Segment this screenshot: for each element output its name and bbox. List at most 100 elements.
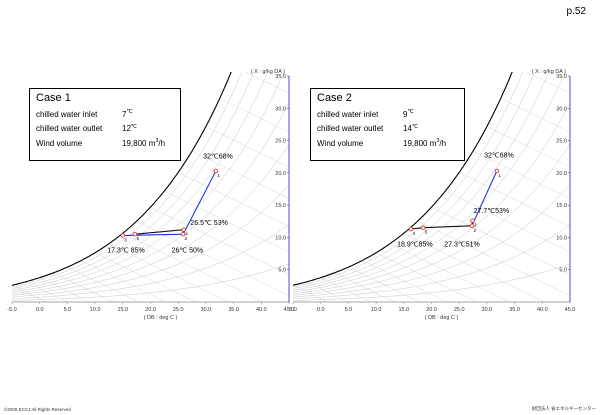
c1-rh-curve-90 bbox=[12, 72, 243, 288]
c1-x-tick-label-8: 35.0 bbox=[228, 307, 239, 313]
c2-state-point-4 bbox=[408, 226, 414, 232]
case-1-outlet-unit: ℃ bbox=[130, 123, 138, 130]
c1-wet-bulb-line-5 bbox=[81, 260, 167, 302]
case-1-row-outlet: chilled water outlet 12℃ bbox=[36, 121, 174, 136]
c1-saturation-curve bbox=[12, 72, 232, 286]
c1-wet-bulb-line-11 bbox=[164, 190, 289, 253]
c2-wet-bulb-line-3 bbox=[334, 272, 395, 302]
case-2-outlet-unit: ℃ bbox=[411, 123, 419, 130]
c2-annotation-2: 18.9℃85% bbox=[397, 241, 433, 248]
c2-state-point-label-3: 3 bbox=[474, 223, 477, 228]
c2-rh-curve-10 bbox=[293, 263, 570, 301]
c1-annotation-1: 26.5℃ 53% bbox=[190, 220, 227, 227]
c2-state-point-label-1: 1 bbox=[498, 173, 501, 178]
c1-wet-bulb-line-10 bbox=[150, 206, 289, 276]
c2-x-tick-label-2: 5.0 bbox=[345, 307, 353, 313]
c2-wet-bulb-line-18 bbox=[542, 0, 600, 68]
c1-y-tick-label-3: 20.0 bbox=[275, 171, 286, 177]
c2-grid-group bbox=[293, 0, 600, 302]
c2-y-tick-label-5: 30.0 bbox=[556, 106, 567, 112]
case-2-row-wind: Wind volume 19,800 m3/h bbox=[317, 135, 458, 150]
c2-rh-curve-90 bbox=[293, 72, 524, 288]
organization-logo-text: 財団法人 省エネルギーセンター bbox=[531, 406, 596, 411]
case-2-wind-suffix: /h bbox=[439, 138, 447, 148]
case-2-row-inlet: chilled water inlet 9℃ bbox=[317, 106, 458, 121]
c2-wet-bulb-line-7 bbox=[389, 243, 510, 302]
c1-x-tick-label-0: -5.0 bbox=[7, 307, 16, 313]
c2-x-tick-label-0: 5.0 bbox=[289, 307, 297, 313]
c1-x-tick-label-5: 20.0 bbox=[145, 307, 156, 313]
c2-x-tick-label-7: 30.0 bbox=[482, 307, 493, 313]
c2-wet-bulb-line-12 bbox=[459, 172, 570, 227]
case-2-outlet-label: chilled water outlet bbox=[317, 124, 384, 134]
case-1-outlet-value: 12 bbox=[122, 124, 131, 134]
c2-x-tick-label-5: 20.0 bbox=[426, 307, 437, 313]
case-2-wind-label: Wind volume bbox=[317, 138, 364, 148]
c1-rh-curve-40 bbox=[12, 143, 289, 296]
c2-wet-bulb-line-1 bbox=[306, 281, 349, 302]
c2-wet-bulb-line-11 bbox=[445, 190, 570, 253]
c1-rh-curve-70 bbox=[12, 72, 268, 291]
c1-annotation-3: 26℃ 50% bbox=[172, 247, 204, 254]
c1-y-tick-label-1: 10.0 bbox=[275, 235, 286, 241]
c1-y-tick-label-2: 15.0 bbox=[275, 203, 286, 209]
c1-x-tick-label-6: 25.0 bbox=[173, 307, 184, 313]
c1-y-tick-label-6: 35.0 bbox=[275, 74, 286, 80]
c2-x-tick-label-8: 35.0 bbox=[509, 307, 520, 313]
case-1-row-wind: Wind volume 19,800 m3/h bbox=[36, 135, 174, 150]
c2-y-tick-label-1: 10.0 bbox=[556, 235, 567, 241]
c2-y-axis-title: ( X : g/kg DA ) bbox=[532, 69, 566, 75]
c2-x-tick-label-10: 45.0 bbox=[565, 307, 576, 313]
c2-state-point-label-4: 4 bbox=[413, 231, 416, 236]
c2-wet-bulb-line-4 bbox=[348, 266, 421, 302]
c1-wet-bulb-line-15 bbox=[219, 98, 289, 133]
c1-wet-bulb-line-13 bbox=[191, 150, 289, 199]
c2-annotation-0: 32℃68% bbox=[484, 152, 514, 159]
c1-state-point-5 bbox=[132, 231, 138, 237]
case-1-wind-label: Wind volume bbox=[36, 138, 83, 148]
c2-y-tick-label-3: 20.0 bbox=[556, 171, 567, 177]
case-1-inlet-value: 7 bbox=[122, 109, 127, 119]
c1-x-axis-title: ( DB : deg C ) bbox=[144, 315, 178, 321]
c2-wet-bulb-line-8 bbox=[403, 233, 545, 302]
c2-state-point-1 bbox=[494, 168, 500, 174]
case-2-wind-unit: 3 bbox=[436, 138, 440, 145]
case-1-title: Case 1 bbox=[36, 92, 71, 104]
case-2-row-outlet: chilled water outlet 14℃ bbox=[317, 121, 458, 136]
c2-y-tick-label-6: 35.0 bbox=[556, 74, 567, 80]
c1-x-tick-label-1: 0.0 bbox=[36, 307, 44, 313]
c2-x-tick-label-1: 0.0 bbox=[317, 307, 325, 313]
c1-y-tick-label-5: 30.0 bbox=[275, 106, 286, 112]
c2-wet-bulb-line-6 bbox=[375, 252, 478, 302]
c1-state-point-label-4: 4 bbox=[185, 232, 188, 237]
c1-wet-bulb-line-14 bbox=[205, 126, 289, 168]
c2-x-tick-label-4: 15.0 bbox=[398, 307, 409, 313]
case-1-wind-unit: 3 bbox=[155, 138, 159, 145]
case-1-wind-suffix: /h bbox=[158, 138, 166, 148]
c1-state-point-label-5: 5 bbox=[136, 236, 139, 241]
page-number: p.52 bbox=[566, 6, 586, 17]
c2-state-point-5 bbox=[420, 225, 426, 230]
case-2-inlet-label: chilled water inlet bbox=[317, 109, 379, 119]
c2-wet-bulb-line-16 bbox=[526, 72, 570, 94]
case-1-inlet-label: chilled water inlet bbox=[36, 109, 98, 119]
c1-state-point-2 bbox=[180, 231, 186, 237]
c2-rh-curve-60 bbox=[293, 72, 566, 293]
c1-state-point-label-1: 1 bbox=[217, 173, 220, 178]
c2-state-point-3 bbox=[470, 218, 475, 223]
c1-state-point-1 bbox=[213, 168, 219, 174]
c1-wet-bulb-line-6 bbox=[94, 252, 197, 302]
c2-x-tick-label-3: 10.0 bbox=[371, 307, 382, 313]
c1-wet-bulb-line-16 bbox=[245, 72, 289, 94]
c1-y-axis-title: ( X : g/kg DA ) bbox=[251, 69, 285, 75]
c2-wet-bulb-line-2 bbox=[320, 277, 372, 302]
c1-rh-curve-10 bbox=[12, 263, 289, 301]
c2-wet-bulb-line-0 bbox=[293, 285, 328, 302]
case-2-inlet-unit: ℃ bbox=[407, 109, 414, 115]
c2-y-tick-label-0: 5.0 bbox=[559, 268, 567, 274]
c1-rh-curve-60 bbox=[12, 72, 285, 293]
c2-rh-curve-30 bbox=[293, 184, 570, 298]
case-1-wind-value: 19,800 m bbox=[122, 138, 156, 148]
c2-x-tick-label-9: 40.0 bbox=[537, 307, 548, 313]
